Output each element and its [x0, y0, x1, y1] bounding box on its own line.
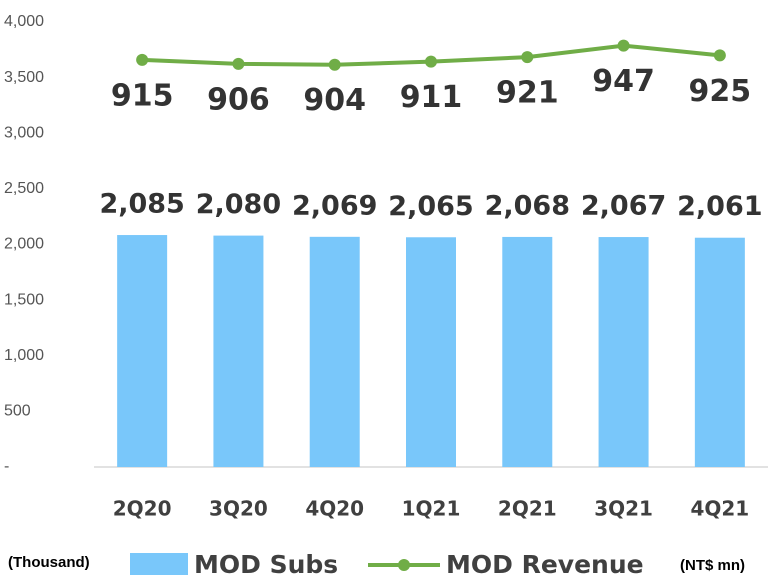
x-tick-label: 3Q20	[209, 497, 268, 521]
y-tick-label: 3,000	[4, 124, 44, 141]
bar	[406, 237, 456, 467]
line-marker	[713, 49, 726, 62]
y-unit-label: (Thousand)	[8, 554, 90, 571]
bar-value-label: 2,080	[196, 189, 281, 220]
y-tick-label: 500	[4, 403, 31, 420]
x-tick-label: 4Q21	[690, 497, 749, 521]
bar	[598, 237, 649, 467]
legend-label: MOD Revenue	[446, 550, 644, 579]
y-tick-label: 2,000	[4, 236, 44, 253]
line-marker	[425, 55, 437, 68]
bar	[117, 235, 168, 467]
y2-unit-label: (NT$ mn)	[680, 557, 745, 574]
bar-value-label: 2,069	[292, 190, 377, 221]
bar-value-label: 2,065	[388, 191, 473, 222]
bar-value-label: 2,068	[485, 190, 570, 221]
x-tick-label: 2Q20	[113, 497, 172, 521]
bar-value-label: 2,085	[99, 189, 184, 220]
x-tick-label: 3Q21	[594, 497, 653, 521]
x-tick-label: 4Q20	[305, 497, 364, 521]
legend-swatch	[130, 553, 188, 575]
y-tick-label: 3,500	[4, 69, 44, 86]
bar	[213, 235, 264, 467]
bar	[694, 237, 745, 467]
line-marker	[521, 51, 534, 64]
y-tick-label: 2,500	[4, 180, 44, 197]
legend-swatch	[398, 559, 410, 571]
bar	[309, 236, 360, 467]
bar-value-label: 2,061	[677, 191, 762, 222]
line-marker	[617, 39, 630, 52]
line-value-label: 904	[303, 83, 366, 118]
bar-value-label: 2,067	[581, 191, 666, 222]
line-value-label: 925	[689, 74, 752, 109]
line-marker	[232, 57, 245, 70]
y-tick-label: 1,500	[4, 291, 44, 308]
bar	[502, 236, 553, 467]
x-tick-label: 1Q21	[402, 497, 461, 521]
x-tick-label: 2Q21	[498, 497, 557, 521]
y-tick-label: -	[4, 458, 9, 475]
line-value-label: 911	[400, 80, 463, 115]
line-value-label: 921	[496, 76, 559, 111]
y-tick-label: 4,000	[4, 13, 44, 30]
line-marker	[136, 53, 149, 66]
legend-label: MOD Subs	[194, 550, 338, 579]
line-value-label: 906	[207, 82, 270, 117]
y-tick-label: 1,000	[4, 347, 44, 364]
line-value-label: 915	[111, 78, 174, 113]
line-marker	[328, 58, 341, 71]
line-value-label: 947	[592, 64, 655, 99]
